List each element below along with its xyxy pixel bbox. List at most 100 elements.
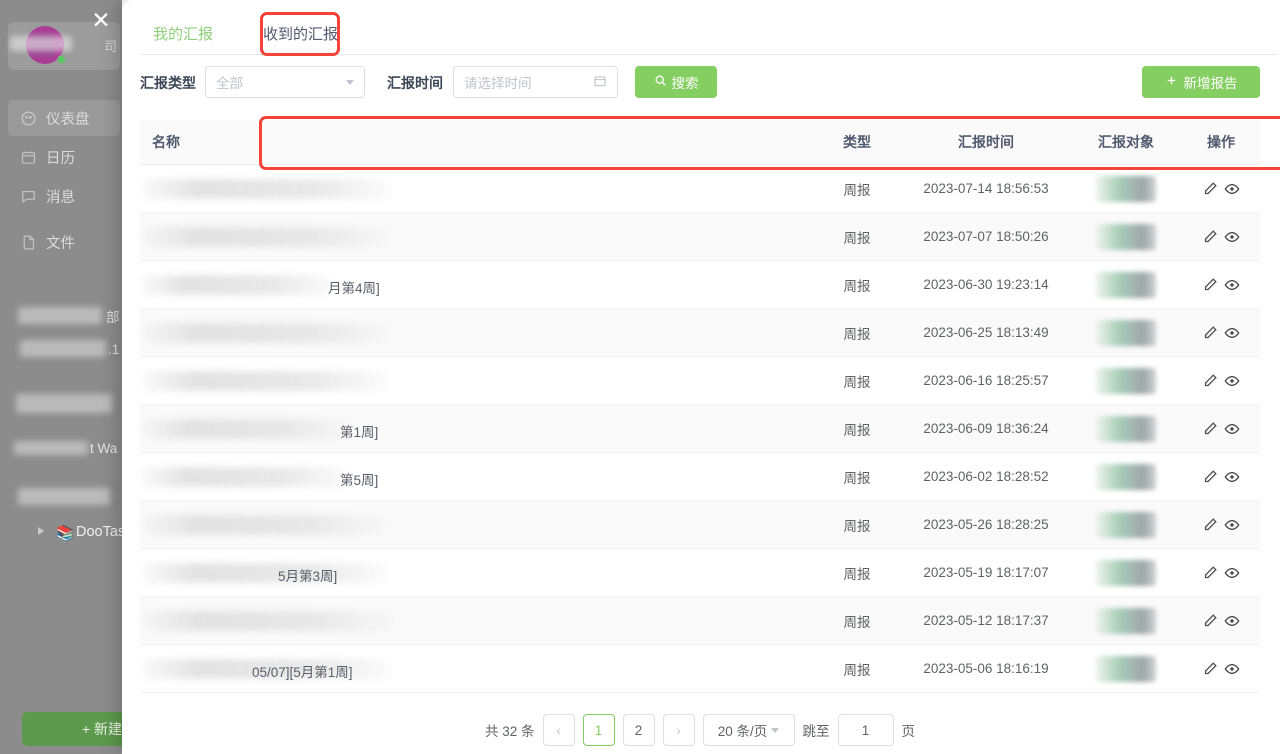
pencil-icon[interactable] xyxy=(1199,226,1221,248)
report-time-input[interactable]: 请选择时间 xyxy=(453,66,618,98)
calendar-icon xyxy=(20,149,37,166)
pencil-icon[interactable] xyxy=(1199,514,1221,536)
sidebar-group-row[interactable]: .1 xyxy=(8,336,126,362)
cell-name[interactable] xyxy=(140,165,812,212)
next-page-button[interactable]: › xyxy=(662,714,695,746)
eye-icon[interactable] xyxy=(1221,466,1243,488)
eye-icon[interactable] xyxy=(1221,370,1243,392)
prev-page-button[interactable]: ‹ xyxy=(542,714,575,746)
cell-name[interactable] xyxy=(140,597,812,644)
table-row[interactable]: 第1周] 周报 2023-06-09 18:36:24 xyxy=(140,405,1260,453)
cell-report-target xyxy=(1070,367,1182,394)
cell-name[interactable] xyxy=(140,501,812,548)
plus-icon xyxy=(1165,74,1178,90)
eye-icon[interactable] xyxy=(1221,514,1243,536)
eye-icon[interactable] xyxy=(1221,610,1243,632)
cell-operations xyxy=(1182,418,1260,440)
dashboard-icon xyxy=(20,110,37,127)
sidebar-group-row[interactable]: t Wa xyxy=(8,435,126,461)
report-target-avatars-redacted xyxy=(1096,655,1156,682)
dimmed-sidebar xyxy=(0,0,122,754)
eye-icon[interactable] xyxy=(1221,178,1243,200)
report-time-label: 汇报时间 xyxy=(387,75,443,91)
cell-name[interactable] xyxy=(140,309,812,356)
pencil-icon[interactable] xyxy=(1199,658,1221,680)
eye-icon[interactable] xyxy=(1221,274,1243,296)
cell-name[interactable]: 05/07][5月第1周] xyxy=(140,645,812,692)
group-name-tail: .1 xyxy=(108,341,120,357)
tab-received-reports[interactable]: 收到的汇报 xyxy=(263,26,339,43)
report-target-avatars-redacted xyxy=(1096,223,1156,250)
page-size-select[interactable]: 20 条/页 xyxy=(702,714,795,746)
pencil-icon[interactable] xyxy=(1199,466,1221,488)
column-header-time[interactable]: 汇报时间 xyxy=(958,134,1014,150)
column-header-target[interactable]: 汇报对象 xyxy=(1098,134,1154,150)
report-type-value: 全部 xyxy=(216,76,243,91)
report-name-redacted xyxy=(142,371,386,391)
pencil-icon[interactable] xyxy=(1199,322,1221,344)
cell-name[interactable]: 5月第3周] xyxy=(140,549,812,596)
pagination: 共 32 条 ‹ 1 2 › 20 条/页 跳至 页 xyxy=(140,712,1260,748)
report-target-avatars-redacted xyxy=(1096,175,1156,202)
eye-icon[interactable] xyxy=(1221,562,1243,584)
column-header-name[interactable]: 名称 xyxy=(152,134,180,150)
pencil-icon[interactable] xyxy=(1199,418,1221,440)
cell-name[interactable] xyxy=(140,357,812,404)
cell-time: 2023-06-02 18:28:52 xyxy=(923,469,1049,484)
pencil-icon[interactable] xyxy=(1199,562,1221,584)
group-name-tail: 部 xyxy=(106,310,120,325)
cell-name[interactable]: 第5周] xyxy=(140,453,812,500)
cell-name[interactable]: 第1周] xyxy=(140,405,812,452)
table-row[interactable]: 月第4周] 周报 2023-06-30 19:23:14 xyxy=(140,261,1260,309)
cell-operations xyxy=(1182,322,1260,344)
cell-name[interactable] xyxy=(140,213,812,260)
table-row[interactable]: 周报 2023-05-12 18:17:37 xyxy=(140,597,1260,645)
table-row[interactable]: 周报 2023-07-14 18:56:53 xyxy=(140,165,1260,213)
sidebar-item-calendar[interactable]: 日历 xyxy=(8,139,120,175)
eye-icon[interactable] xyxy=(1221,226,1243,248)
caret-right-icon[interactable] xyxy=(38,527,44,535)
sidebar-item-dashboard[interactable]: 仪表盘 xyxy=(8,100,120,136)
cell-time: 2023-05-06 18:16:19 xyxy=(923,661,1049,676)
page-size-label: 20 条/页 xyxy=(717,724,768,739)
pencil-icon[interactable] xyxy=(1199,610,1221,632)
tab-my-reports[interactable]: 我的汇报 xyxy=(153,26,214,43)
pencil-icon[interactable] xyxy=(1199,178,1221,200)
tab-active-underline xyxy=(262,53,322,55)
cell-type: 周报 xyxy=(843,566,871,582)
search-button[interactable]: 搜索 xyxy=(635,66,717,98)
pencil-icon[interactable] xyxy=(1199,370,1221,392)
page-button-1[interactable]: 1 xyxy=(582,714,615,746)
column-header-type[interactable]: 类型 xyxy=(843,134,871,150)
report-name-redacted xyxy=(142,227,390,247)
sidebar-item-message[interactable]: 消息 xyxy=(8,178,120,214)
table-row[interactable]: 05/07][5月第1周] 周报 2023-05-06 18:16:19 xyxy=(140,645,1260,693)
eye-icon[interactable] xyxy=(1221,418,1243,440)
page-button-2[interactable]: 2 xyxy=(622,714,655,746)
sidebar-group-row[interactable] xyxy=(8,485,126,511)
eye-icon[interactable] xyxy=(1221,658,1243,680)
cell-name[interactable]: 月第4周] xyxy=(140,261,812,308)
report-name-redacted xyxy=(142,323,390,343)
jump-to-input[interactable] xyxy=(837,714,894,746)
table-row[interactable]: 周报 2023-06-16 18:25:57 xyxy=(140,357,1260,405)
sidebar-group-row[interactable] xyxy=(8,390,126,416)
sidebar-tree-item-dootask[interactable]: DooTas xyxy=(76,524,126,540)
file-icon xyxy=(20,234,37,251)
eye-icon[interactable] xyxy=(1221,322,1243,344)
table-row[interactable]: 5月第3周] 周报 2023-05-19 18:17:07 xyxy=(140,549,1260,597)
report-type-select[interactable]: 全部 xyxy=(205,66,365,98)
cell-report-target xyxy=(1070,271,1182,298)
chevron-down-icon xyxy=(771,727,780,733)
sidebar-item-file[interactable]: 文件 xyxy=(8,224,120,260)
close-icon[interactable]: ✕ xyxy=(91,7,111,33)
report-name-fragment: 5月第3周] xyxy=(278,569,338,584)
table-row[interactable]: 第5周] 周报 2023-06-02 18:28:52 xyxy=(140,453,1260,501)
add-report-button[interactable]: 新增报告 xyxy=(1142,66,1260,98)
table-row[interactable]: 周报 2023-06-25 18:13:49 xyxy=(140,309,1260,357)
pencil-icon[interactable] xyxy=(1199,274,1221,296)
table-row[interactable]: 周报 2023-07-07 18:50:26 xyxy=(140,213,1260,261)
sidebar-group-row[interactable]: 部 xyxy=(8,303,126,329)
cell-time: 2023-06-30 19:23:14 xyxy=(923,277,1049,292)
table-row[interactable]: 周报 2023-05-26 18:28:25 xyxy=(140,501,1260,549)
